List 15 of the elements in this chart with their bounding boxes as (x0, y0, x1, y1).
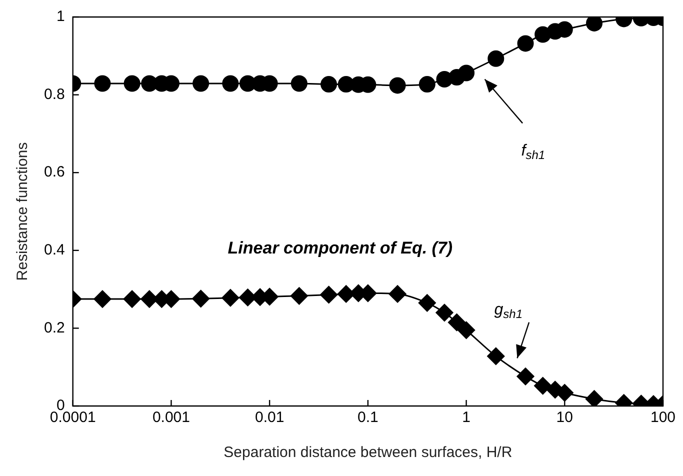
x-axis-title: Separation distance between surfaces, H/R (224, 444, 512, 462)
x-tick-label: 0.1 (357, 409, 378, 426)
y-tick-label: 1 (56, 8, 65, 26)
x-tick-label: 1 (462, 409, 470, 426)
y-tick-label: 0.2 (44, 319, 65, 336)
y-axis-title: Resistance functions (14, 142, 32, 281)
x-tick-label: 10 (556, 409, 573, 426)
x-tick-label: 0.001 (152, 409, 190, 426)
x-tick-label: 0.0001 (50, 409, 96, 426)
y-tick-label: 0.4 (44, 242, 65, 259)
annotation: Linear component of Eq. (7) (228, 238, 453, 258)
x-tick-label: 100 (650, 409, 676, 426)
y-tick-label: 0.6 (44, 164, 65, 181)
y-tick-label: 0.8 (44, 86, 65, 103)
x-tick-label: 0.01 (254, 409, 284, 426)
